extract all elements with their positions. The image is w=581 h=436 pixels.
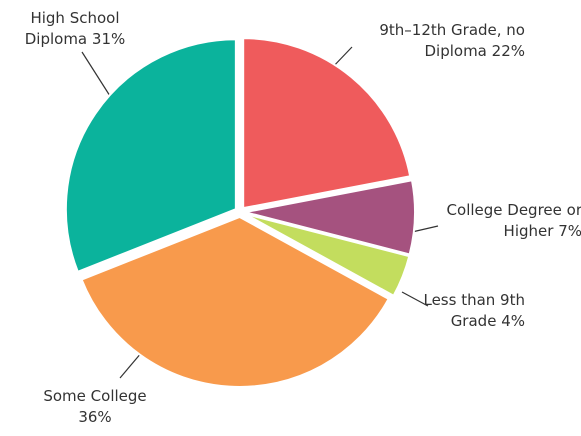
category-label: College Degree or Higher (446, 201, 581, 240)
value-label: 22% (491, 42, 525, 60)
category-label: 9th–12th Grade, no Diploma (379, 21, 525, 60)
leader-line (119, 351, 143, 379)
value-label: 7% (558, 222, 581, 240)
category-label: Less than 9th Grade (423, 291, 525, 330)
slice-label: Some College 36% (30, 386, 160, 428)
value-label: 31% (91, 30, 126, 48)
value-label: 4% (501, 312, 525, 330)
pie-slice (244, 212, 411, 298)
category-label: Some College (43, 387, 147, 405)
value-label: 36% (78, 408, 112, 426)
slice-label: 9th–12th Grade, no Diploma 22% (345, 20, 525, 62)
pie-slice (244, 179, 416, 256)
slice-label: High School Diploma 31% (20, 8, 130, 50)
leader-line (401, 291, 429, 307)
pie-slice (64, 38, 237, 274)
pie-slice (80, 215, 391, 388)
category-label: High School Diploma (24, 9, 120, 48)
slice-label: College Degree or Higher 7% (432, 200, 581, 242)
leader-line (81, 51, 111, 97)
pie-slice (242, 37, 412, 210)
leader-line (411, 225, 439, 233)
slice-label: Less than 9th Grade 4% (415, 290, 525, 332)
